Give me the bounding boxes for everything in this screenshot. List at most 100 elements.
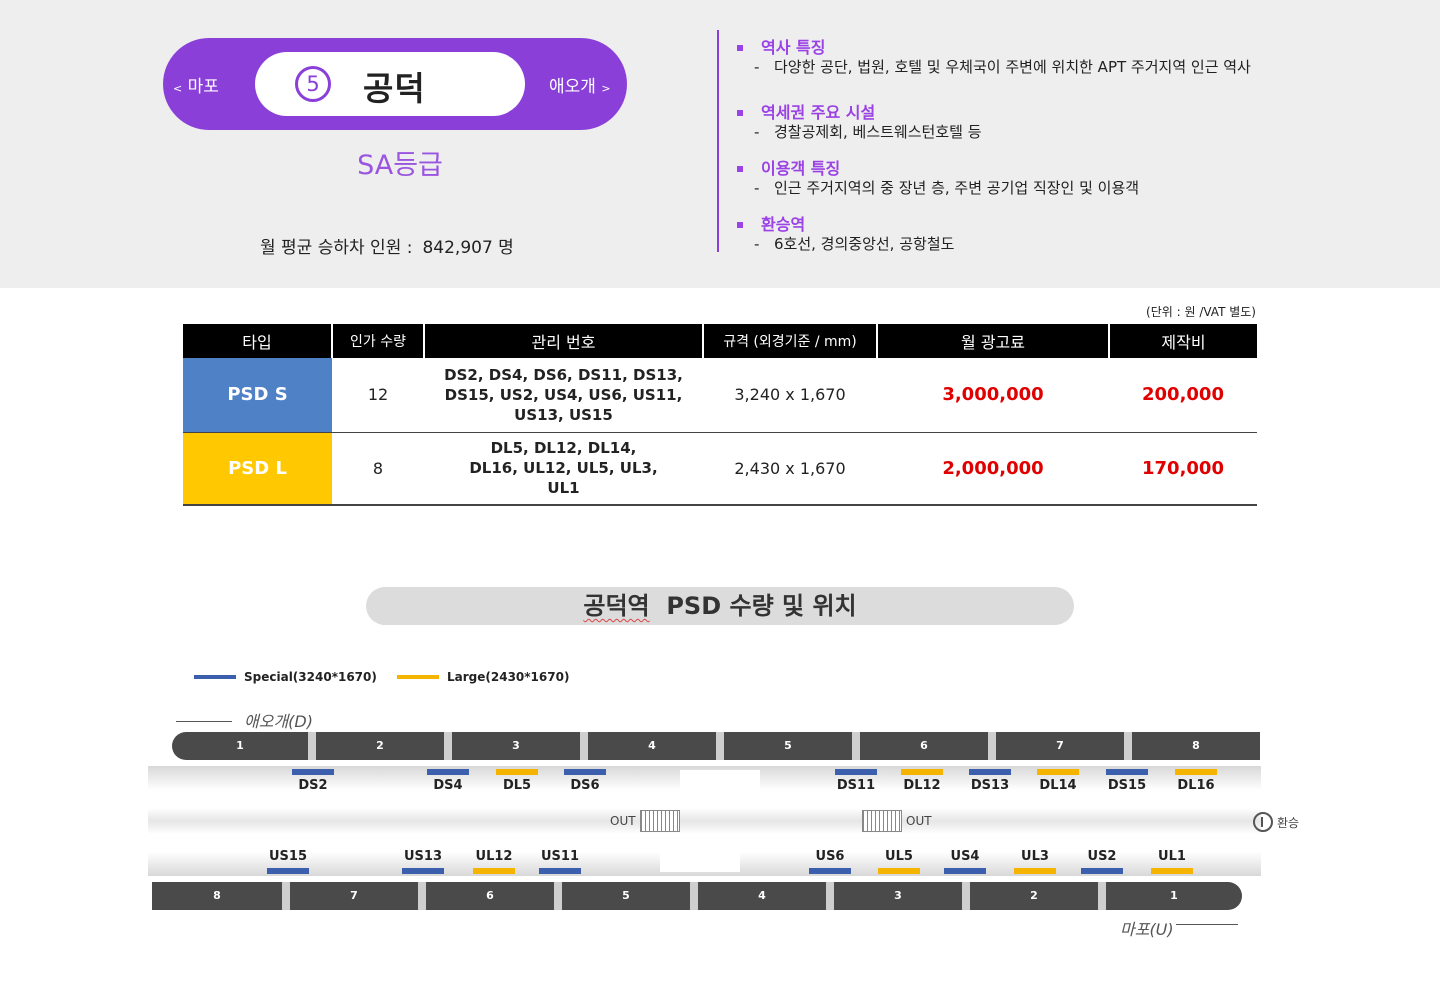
col-header: 인가 수량 <box>332 324 425 358</box>
psd-marker-large <box>1151 868 1193 874</box>
psd-code-label: DL16 <box>1177 778 1215 793</box>
psd-marker-special <box>1081 868 1123 874</box>
codes-cell: DL5, DL12, DL14, DL16, UL12, UL5, UL3, U… <box>424 432 703 506</box>
psd-code-label: US13 <box>403 849 442 864</box>
psd-price-table: 타입 인가 수량 관리 번호 규격 (외경기준 / mm) 월 광고료 제작비 … <box>183 324 1257 506</box>
psd-code-label: DS11 <box>836 778 876 793</box>
psd-code-label: DS15 <box>1107 778 1147 793</box>
psd-code-label: US15 <box>268 849 307 864</box>
transfer-icon <box>1253 812 1273 832</box>
psd-code-label: US2 <box>1087 849 1117 864</box>
stairs-icon <box>639 810 680 832</box>
platform-gap <box>660 842 740 872</box>
psd-marker-large <box>878 868 920 874</box>
size-cell: 3,240 x 1,670 <box>703 358 877 433</box>
codes-cell: DS2, DS4, DS6, DS11, DS13, DS15, US2, US… <box>424 358 703 433</box>
psd-marker-special <box>402 868 444 874</box>
train-car: 4 <box>698 882 834 910</box>
exit-left: OUT <box>610 810 680 832</box>
info-transfer: 환승역 6호선, 경의중앙선, 공항철도 <box>737 215 954 253</box>
train-car: 7 <box>290 882 426 910</box>
train-car: 3 <box>834 882 970 910</box>
production-cost-cell: 170,000 <box>1109 432 1257 506</box>
station-grade: SA등급 <box>357 150 443 181</box>
info-text: 다양한 공단, 법원, 호텔 및 우체국이 주변에 위치한 APT 주거지역 인… <box>737 58 1251 76</box>
psd-code-label: DL5 <box>502 778 532 793</box>
psd-code-label: UL1 <box>1158 849 1186 864</box>
info-heading: 환승역 <box>737 215 954 235</box>
prev-station[interactable]: < 마포 <box>173 77 219 97</box>
divider <box>717 30 719 252</box>
train-car: 8 <box>1132 732 1260 760</box>
monthly-fee-cell: 3,000,000 <box>877 358 1109 433</box>
psd-code-label: UL12 <box>475 849 513 864</box>
train-car: 4 <box>588 732 724 760</box>
station-name-box: 5 공덕 <box>255 52 525 116</box>
table-row: PSD L 8 DL5, DL12, DL14, DL16, UL12, UL5… <box>183 432 1257 506</box>
col-header: 관리 번호 <box>424 324 704 358</box>
table-row: PSD S 12 DS2, DS4, DS6, DS11, DS13, DS15… <box>183 358 1257 433</box>
psd-marker-special <box>1106 769 1148 775</box>
info-text: 인근 주거지역의 중 장년 층, 주변 공기업 직장인 및 이용객 <box>737 179 1139 197</box>
info-heading: 이용객 특징 <box>737 159 1139 179</box>
psd-code-label: DS2 <box>298 778 328 793</box>
train-car: 1 <box>1106 882 1242 910</box>
psd-code-label: DS6 <box>570 778 600 793</box>
next-station[interactable]: 애오개 > <box>549 77 611 97</box>
psd-marker-special <box>539 868 581 874</box>
ridership-value: 842,907 명 <box>422 238 514 258</box>
station-name: 공덕 <box>363 69 426 108</box>
train-car: 6 <box>426 882 562 910</box>
col-header: 타입 <box>183 324 333 358</box>
stairs-icon <box>862 810 902 832</box>
psd-code-label: US4 <box>950 849 980 864</box>
qty-cell: 12 <box>332 358 424 433</box>
train-car: 5 <box>724 732 860 760</box>
info-facilities: 역세권 주요 시설 경찰공제회, 베스트웨스턴호텔 등 <box>737 103 982 141</box>
psd-marker-special <box>969 769 1011 775</box>
psd-code-label: DL12 <box>903 778 941 793</box>
legend-swatch <box>194 675 236 679</box>
info-heading: 역세권 주요 시설 <box>737 103 982 123</box>
train-car: 7 <box>996 732 1132 760</box>
unit-note: (단위 : 원 /VAT 별도) <box>1146 305 1256 319</box>
info-users: 이용객 특징 인근 주거지역의 중 장년 층, 주변 공기업 직장인 및 이용객 <box>737 159 1139 197</box>
psd-code-label: DS4 <box>433 778 463 793</box>
psd-marker-special <box>427 769 469 775</box>
col-header: 규격 (외경기준 / mm) <box>703 324 878 358</box>
type-cell: PSD L <box>183 432 332 506</box>
direction-down: 애오개(D) <box>244 712 313 731</box>
psd-marker-large <box>473 868 515 874</box>
direction-up: 마포(U) <box>1120 920 1174 939</box>
legend-swatch <box>397 675 439 679</box>
exit-right: OUT <box>862 810 932 832</box>
legend-large: Large(2430*1670) <box>397 670 569 684</box>
psd-marker-special <box>292 769 334 775</box>
psd-code-label: US6 <box>815 849 845 864</box>
monthly-fee-cell: 2,000,000 <box>877 432 1109 506</box>
info-heading: 역사 특징 <box>737 38 1251 58</box>
train-car: 1 <box>172 732 316 760</box>
qty-cell: 8 <box>332 432 424 506</box>
ridership: 월 평균 승하차 인원 : 842,907 명 <box>260 233 514 258</box>
info-text: 경찰공제회, 베스트웨스턴호텔 등 <box>737 123 982 141</box>
psd-marker-large <box>1037 769 1079 775</box>
train-car: 2 <box>970 882 1106 910</box>
psd-marker-large <box>901 769 943 775</box>
production-cost-cell: 200,000 <box>1109 358 1257 433</box>
ridership-label: 월 평균 승하차 인원 : <box>260 238 413 258</box>
psd-code-label: UL3 <box>1021 849 1049 864</box>
legend-special: Special(3240*1670) <box>194 670 377 684</box>
psd-marker-large <box>496 769 538 775</box>
station-sign: < 마포 5 공덕 애오개 > <box>163 38 627 130</box>
train-car: 5 <box>562 882 698 910</box>
size-cell: 2,430 x 1,670 <box>703 432 877 506</box>
info-text: 6호선, 경의중앙선, 공항철도 <box>737 235 954 253</box>
direction-arrow-right <box>1176 924 1238 925</box>
psd-marker-special <box>564 769 606 775</box>
psd-code-label: US11 <box>540 849 579 864</box>
psd-marker-special <box>835 769 877 775</box>
psd-marker-special <box>944 868 986 874</box>
psd-marker-large <box>1175 769 1217 775</box>
